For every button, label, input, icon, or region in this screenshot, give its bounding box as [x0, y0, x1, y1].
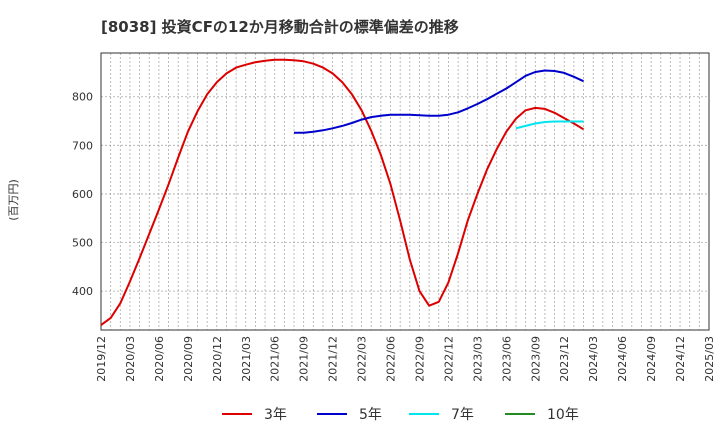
series-line-2 [294, 69, 584, 134]
y-tick-label: 400 [72, 285, 93, 298]
x-tick-label: 2024/12 [674, 336, 687, 382]
legend-label-2: 5年 [359, 407, 382, 423]
x-tick-label: 2024/09 [645, 336, 658, 382]
x-tick-label: 2022/09 [413, 336, 426, 382]
x-tick-label: 2021/12 [327, 336, 340, 382]
y-tick-label: 500 [72, 237, 93, 250]
legend-label-4: 10年 [547, 407, 579, 423]
x-tick-label: 2020/03 [124, 336, 137, 382]
y-axis: 400 500 600 700 800 [72, 91, 93, 298]
x-tick-label: 2022/03 [356, 336, 369, 382]
x-tick-label: 2023/06 [500, 336, 513, 382]
y-tick-label: 600 [72, 188, 93, 201]
x-tick-label: 2020/06 [153, 336, 166, 382]
series-line-3 [515, 120, 584, 130]
x-tick-label: 2021/06 [269, 336, 282, 382]
x-tick-label: 2023/09 [529, 336, 542, 382]
x-axis: 2019/12 2020/03 2020/06 2020/09 2020/12 2021/… [95, 336, 716, 382]
chart-title: [8038] 投資CFの12か月移動合計の標準偏差の推移 [101, 18, 459, 36]
x-tick-label: 2021/03 [240, 336, 253, 382]
x-tick-label: 2020/12 [211, 336, 224, 382]
x-tick-label: 2021/09 [298, 336, 311, 382]
grid [101, 53, 709, 330]
legend-label-3: 7年 [451, 407, 474, 423]
y-tick-label: 700 [72, 139, 93, 152]
x-tick-label: 2022/06 [385, 336, 398, 382]
x-tick-label: 2024/06 [616, 336, 629, 382]
x-tick-label: 2024/03 [587, 336, 600, 382]
x-tick-label: 2025/03 [703, 336, 716, 382]
legend-label-1: 3年 [264, 407, 287, 423]
x-tick-label: 2022/12 [442, 336, 455, 382]
plot-frame [100, 52, 710, 331]
x-tick-label: 2019/12 [95, 336, 108, 382]
x-tick-label: 2023/12 [558, 336, 571, 382]
y-tick-label: 800 [72, 91, 93, 104]
legend: 3年 5年 7年 10年 [222, 407, 579, 423]
x-tick-label: 2023/03 [471, 336, 484, 382]
y-axis-label: (百万円) [7, 179, 20, 221]
x-tick-label: 2020/09 [182, 336, 195, 382]
series-lines [100, 58, 585, 326]
series-line-1 [100, 58, 585, 326]
